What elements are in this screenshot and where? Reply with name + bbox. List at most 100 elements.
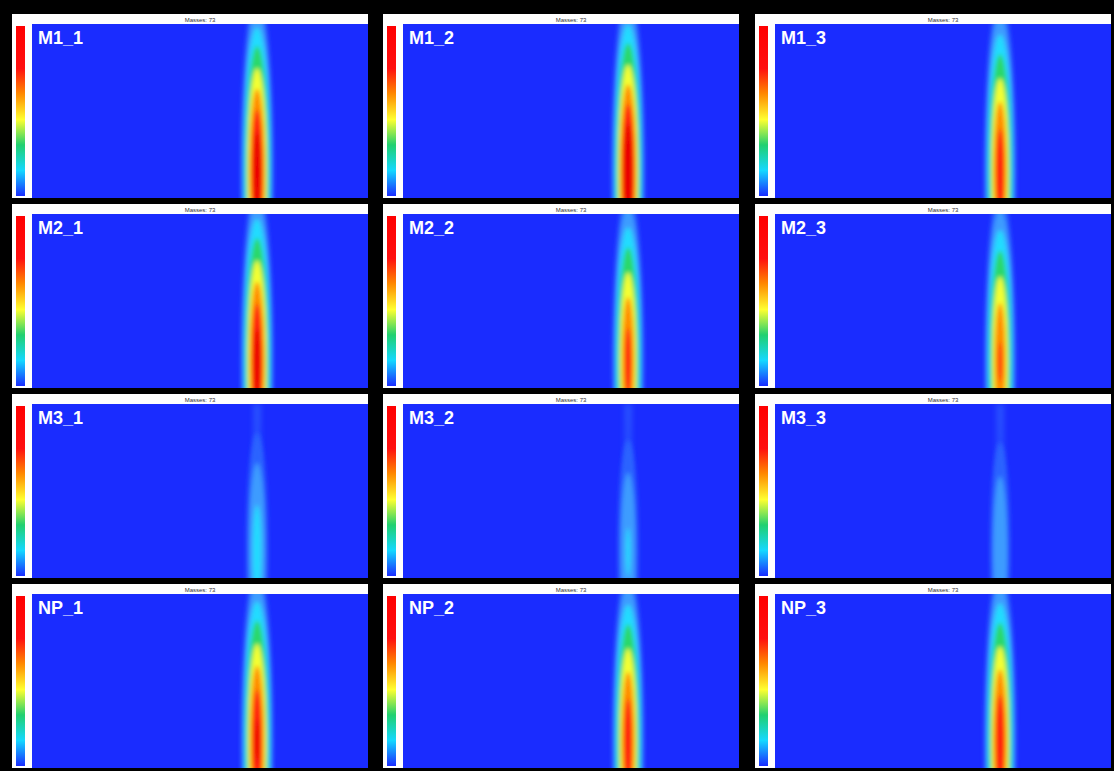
panel-frame [383, 584, 739, 768]
peak-contour [621, 473, 635, 578]
peak-contour [992, 78, 1009, 198]
peak-contour [252, 304, 263, 388]
peak-contour [995, 303, 1006, 388]
plot-area [403, 594, 739, 768]
peak-contour [622, 297, 634, 388]
color-bar [759, 596, 768, 766]
panel-label: M1_1 [38, 28, 83, 48]
peak-contour [624, 123, 633, 198]
panel-frame [755, 14, 1111, 198]
panel-subtitle: Masses: 73 [928, 397, 959, 403]
peak-contour [246, 238, 269, 388]
peak-contour [618, 65, 637, 198]
peak-contour [618, 247, 639, 388]
peak-contour [989, 623, 1011, 768]
panel-frame [383, 204, 739, 388]
peak-contour [616, 227, 641, 388]
peak-contour [250, 89, 265, 198]
peak-contour [622, 672, 635, 768]
peak-contour [248, 261, 266, 388]
peak-contour [994, 102, 1007, 198]
color-bar [16, 406, 25, 576]
panel-subtitle: Masses: 73 [928, 587, 959, 593]
peak-contour [990, 251, 1010, 388]
panel-frame [755, 584, 1111, 768]
peak-contour [986, 214, 1014, 388]
peak [241, 594, 273, 768]
panel-subtitle: Masses: 73 [556, 587, 587, 593]
peak-contour [614, 214, 642, 388]
plot-area [32, 24, 368, 198]
marks [984, 594, 1016, 768]
peak-contour [241, 214, 274, 388]
panel-label: M3_2 [409, 408, 454, 428]
peak-contour [244, 601, 270, 768]
peak [612, 594, 644, 768]
peak-contour [250, 282, 265, 388]
peak-contour [620, 272, 636, 388]
color-bar [16, 26, 25, 196]
peak [612, 214, 644, 388]
peak [241, 214, 274, 388]
peak-contour [241, 24, 274, 198]
peak-contour [241, 594, 273, 768]
peak-contour [242, 24, 272, 198]
peak-contour [250, 666, 264, 768]
peak [990, 442, 1010, 578]
plot-area [403, 214, 739, 388]
plot-area [32, 594, 368, 768]
peak-contour [991, 646, 1008, 768]
panel-subtitle: Masses: 73 [185, 207, 216, 213]
color-bar [759, 406, 768, 576]
peak-contour [616, 43, 639, 198]
background [0, 0, 1114, 771]
marks [246, 404, 268, 578]
peak-contour [249, 463, 265, 578]
peak-contour [255, 719, 259, 764]
panel-label: NP_1 [38, 598, 83, 618]
peak-contour [244, 219, 270, 388]
peak-contour [253, 505, 262, 578]
plot-area [403, 24, 739, 198]
peak-contour [246, 621, 268, 768]
peak-contour [625, 328, 631, 388]
peak-contour [618, 440, 638, 578]
peak-contour [992, 277, 1008, 388]
peak-contour [990, 442, 1010, 578]
panel-label: M1_3 [781, 28, 826, 48]
peak [246, 433, 268, 578]
panel-label: NP_2 [409, 598, 454, 618]
peak [984, 594, 1016, 768]
peak-contour [248, 644, 266, 768]
peak-contour [986, 24, 1015, 198]
peak-contour [252, 690, 261, 768]
peak-contour [617, 624, 638, 768]
peak-contour [243, 594, 272, 768]
plot-area [32, 214, 368, 388]
panel-frame [12, 204, 368, 388]
peak-contour [996, 129, 1004, 198]
marks [612, 214, 644, 388]
panel-subtitle: Masses: 73 [928, 17, 959, 23]
color-bar [387, 26, 396, 196]
peak-contour [253, 132, 260, 198]
marks [990, 404, 1010, 578]
panel-subtitle: Masses: 73 [928, 207, 959, 213]
panel-frame [12, 14, 368, 198]
color-bar [387, 596, 396, 766]
marks [985, 214, 1016, 388]
color-bar [387, 406, 396, 576]
color-bar [759, 216, 768, 386]
peak [984, 24, 1016, 198]
plot-area [775, 24, 1111, 198]
panel: Masses: 73 NP_3 [755, 565, 1111, 771]
peak-contour [615, 25, 642, 198]
peak-contour [251, 110, 262, 198]
peak-contour [622, 104, 634, 198]
peak [241, 24, 274, 198]
panel: Masses: 73 NP_2 [383, 566, 739, 771]
peak-contour [984, 24, 1016, 198]
marks [618, 404, 638, 578]
panel-label: NP_3 [781, 598, 826, 618]
panel-label: M3_3 [781, 408, 826, 428]
